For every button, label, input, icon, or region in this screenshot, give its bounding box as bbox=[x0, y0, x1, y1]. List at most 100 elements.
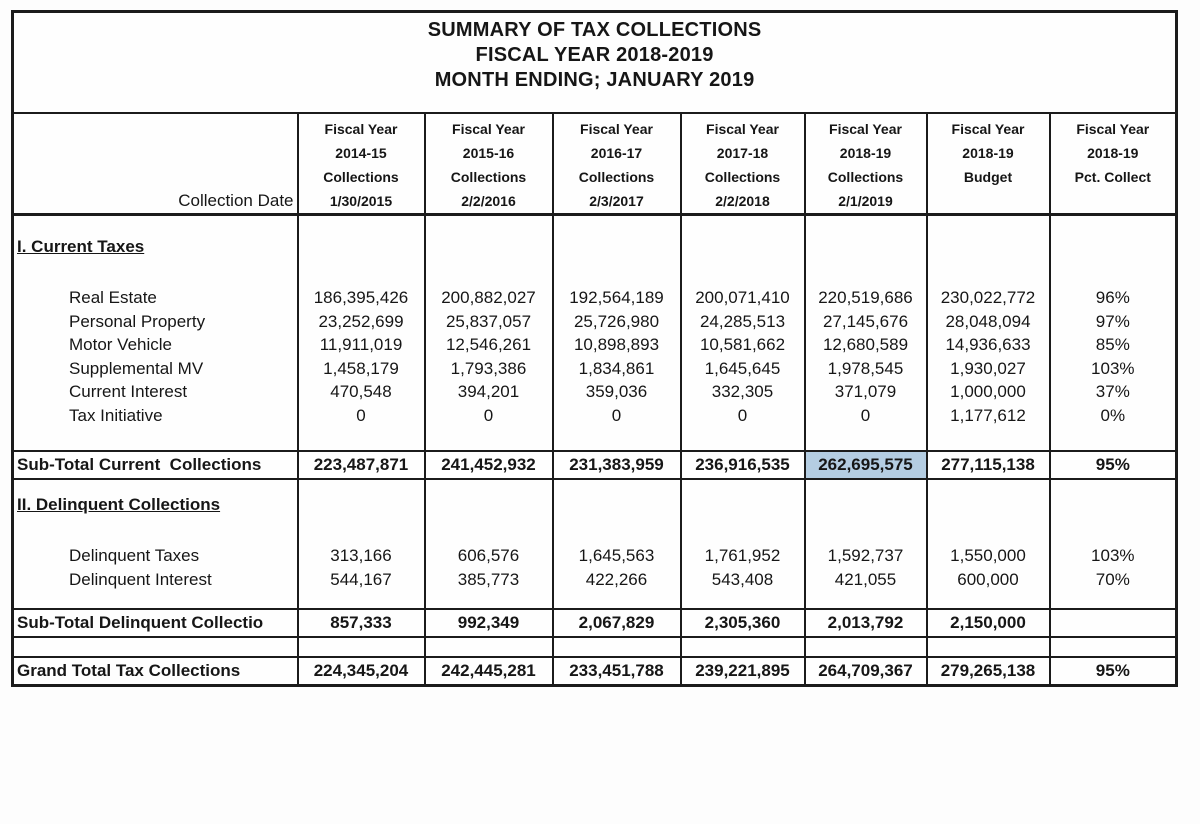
header-line: Fiscal Year bbox=[706, 121, 779, 137]
cell-value: 12,546,261 bbox=[445, 335, 532, 354]
cell-value: 96% bbox=[1095, 288, 1130, 307]
cell-value: 421,055 bbox=[834, 569, 897, 589]
header-col-fy2015-16: Fiscal Year 2015-16 Collections 2/2/2016 bbox=[423, 112, 554, 216]
header-line: 2/2/2016 bbox=[461, 193, 516, 209]
delinquent-values-budget: 1,550,000 600,000 bbox=[925, 478, 1051, 610]
cell-value: 1,000,000 bbox=[950, 382, 1026, 401]
cell-value: 1,458,179 bbox=[323, 358, 399, 378]
header-line: 2/2/2018 bbox=[715, 193, 770, 209]
grand-total-fy2014-15: 224,345,204 bbox=[296, 656, 426, 687]
header-line: 2018-19 bbox=[1087, 145, 1139, 161]
section-heading-current-taxes: I. Current Taxes bbox=[17, 237, 145, 256]
row-label-current-interest: Current Interest bbox=[69, 382, 188, 401]
cell-value: 27,145,676 bbox=[822, 311, 909, 331]
current-values-fy2016-17: 192,564,189 25,726,980 10,898,893 1,834,… bbox=[551, 213, 682, 452]
blank-cell bbox=[1048, 636, 1178, 658]
cell-value: 1,930,027 bbox=[950, 358, 1026, 378]
subtotal-delinquent-row: Sub-Total Delinquent Collectio 857,333 9… bbox=[11, 608, 1178, 638]
cell-value: 600,000 bbox=[957, 569, 1019, 589]
cell-value: 1,177,612 bbox=[950, 405, 1026, 425]
header-line: 2018-19 bbox=[962, 145, 1014, 161]
grand-total-fy2016-17: 233,451,788 bbox=[551, 656, 682, 687]
blank-cell bbox=[803, 636, 928, 658]
header-line: Collections bbox=[323, 169, 399, 185]
row-label-tax-initiative: Tax Initiative bbox=[69, 405, 163, 425]
subtotal-current-fy2015-16: 241,452,932 bbox=[423, 450, 554, 480]
header-line: 2/1/2019 bbox=[838, 193, 893, 209]
grand-total-fy2017-18: 239,221,895 bbox=[679, 656, 806, 687]
cell-value: 394,201 bbox=[457, 382, 520, 401]
header-col-fy2014-15: Fiscal Year 2014-15 Collections 1/30/201… bbox=[296, 112, 426, 216]
cell-value: 422,266 bbox=[585, 569, 648, 589]
subtotal-delinquent-label: Sub-Total Delinquent Collectio bbox=[11, 608, 299, 638]
current-values-budget: 230,022,772 28,048,094 14,936,633 1,930,… bbox=[925, 213, 1051, 452]
cell-value: 0 bbox=[611, 405, 622, 425]
header-line: 2014-15 bbox=[335, 145, 387, 161]
current-taxes-label-column: I. Current Taxes Real Estate Personal Pr… bbox=[11, 213, 299, 452]
header-line: Collections bbox=[827, 169, 904, 185]
cell-value: 97% bbox=[1095, 311, 1130, 331]
section-heading-delinquent-collections: II. Delinquent Collections bbox=[17, 495, 221, 514]
grand-total-pct: 95% bbox=[1048, 656, 1178, 687]
grand-total-row: Grand Total Tax Collections 224,345,204 … bbox=[11, 656, 1178, 687]
cell-value: 1,978,545 bbox=[827, 358, 904, 378]
cell-value: 1,592,737 bbox=[827, 546, 904, 565]
subtotal-delinquent-fy2015-16: 992,349 bbox=[423, 608, 554, 638]
row-label-motor-vehicle: Motor Vehicle bbox=[69, 335, 172, 354]
header-line bbox=[929, 189, 1048, 212]
cell-value: 186,395,426 bbox=[313, 288, 409, 307]
cell-value: 1,761,952 bbox=[704, 546, 781, 565]
header-line: 2018-19 bbox=[839, 145, 892, 161]
subtotal-current-fy2014-15: 223,487,871 bbox=[296, 450, 426, 480]
current-values-pct-collect: 96% 97% 85% 103% 37% 0% bbox=[1048, 213, 1178, 452]
subtotal-current-pct: 95% bbox=[1048, 450, 1178, 480]
subtotal-delinquent-fy2014-15: 857,333 bbox=[296, 608, 426, 638]
report-title: SUMMARY OF TAX COLLECTIONS FISCAL YEAR 2… bbox=[11, 10, 1178, 114]
header-line: Fiscal Year bbox=[580, 121, 653, 137]
report-title-line-1: SUMMARY OF TAX COLLECTIONS bbox=[427, 19, 762, 41]
header-line: Pct. Collect bbox=[1074, 169, 1151, 185]
header-line: Fiscal Year bbox=[829, 121, 902, 137]
row-label-real-estate: Real Estate bbox=[69, 288, 157, 307]
cell-value: 1,793,386 bbox=[450, 358, 527, 378]
cell-value: 385,773 bbox=[457, 569, 520, 589]
header-col-fy2018-19-budget: Fiscal Year 2018-19 Budget bbox=[925, 112, 1051, 216]
subtotal-current-row: Sub-Total Current Collections 223,487,87… bbox=[11, 450, 1178, 480]
cell-value: 28,048,094 bbox=[945, 311, 1031, 331]
header-line: 2016-17 bbox=[590, 145, 643, 161]
grand-total-fy2015-16: 242,445,281 bbox=[423, 656, 554, 687]
header-line: Budget bbox=[963, 169, 1013, 185]
row-label-delinquent-interest: Delinquent Interest bbox=[69, 569, 212, 589]
header-row: Collection Date Fiscal Year 2014-15 Coll… bbox=[11, 112, 1178, 216]
header-line: Fiscal Year bbox=[452, 121, 525, 137]
header-line: Fiscal Year bbox=[951, 121, 1025, 137]
cell-value: 544,167 bbox=[330, 569, 392, 589]
blank-cell bbox=[679, 636, 806, 658]
header-line: 2/3/2017 bbox=[589, 193, 644, 209]
subtotal-delinquent-fy2017-18: 2,305,360 bbox=[679, 608, 806, 638]
delinquent-values-fy2015-16: 606,576 385,773 bbox=[423, 478, 554, 610]
header-line: Collections bbox=[578, 169, 655, 185]
cell-value: 14,936,633 bbox=[945, 335, 1031, 354]
grand-total-fy2018-19: 264,709,367 bbox=[803, 656, 928, 687]
header-line: 1/30/2015 bbox=[329, 193, 393, 209]
grand-total-label: Grand Total Tax Collections bbox=[11, 656, 299, 687]
blank-cell bbox=[925, 636, 1051, 658]
subtotal-current-fy2016-17: 231,383,959 bbox=[551, 450, 682, 480]
cell-value: 1,645,645 bbox=[704, 358, 781, 378]
header-line: Fiscal Year bbox=[324, 121, 398, 137]
cell-value: 1,645,563 bbox=[578, 546, 655, 565]
header-line: 2017-18 bbox=[716, 145, 769, 161]
blank-cell bbox=[423, 636, 554, 658]
tax-collections-table: SUMMARY OF TAX COLLECTIONS FISCAL YEAR 2… bbox=[11, 10, 1179, 687]
cell-value: 220,519,686 bbox=[818, 288, 913, 307]
cell-value: 10,581,662 bbox=[699, 335, 786, 354]
cell-value: 313,166 bbox=[330, 546, 392, 565]
header-line: 2015-16 bbox=[462, 145, 515, 161]
header-col-fy2018-19-pct-collect: Fiscal Year 2018-19 Pct. Collect bbox=[1048, 112, 1178, 216]
blank-cell bbox=[11, 636, 299, 658]
header-line: Collections bbox=[704, 169, 781, 185]
header-line: Collections bbox=[450, 169, 527, 185]
subtotal-delinquent-fy2016-17: 2,067,829 bbox=[551, 608, 682, 638]
